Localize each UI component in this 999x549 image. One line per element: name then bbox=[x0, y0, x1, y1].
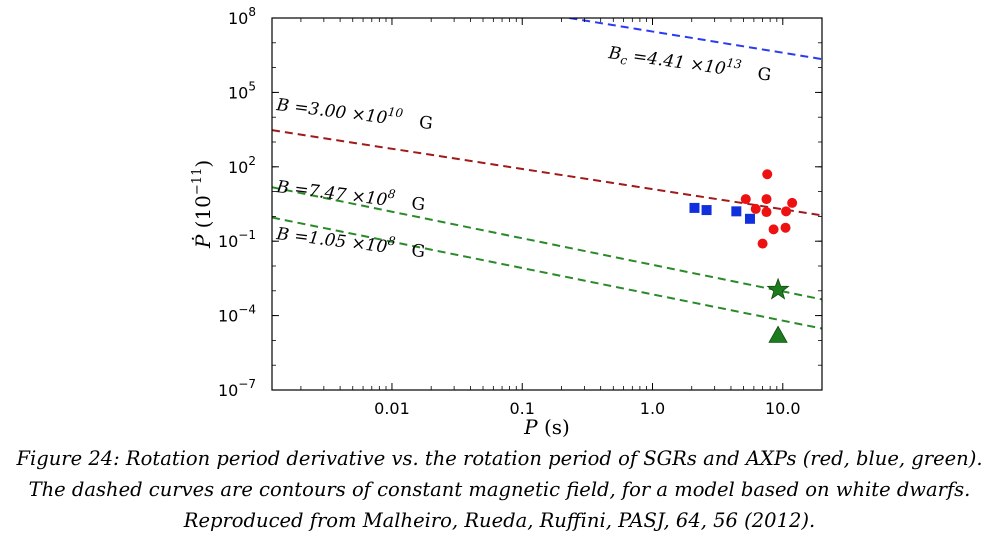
axp-point bbox=[744, 213, 755, 224]
axp-point bbox=[731, 206, 742, 217]
axp-point bbox=[701, 205, 712, 216]
y-tick-label: 105 bbox=[228, 79, 256, 102]
chart: 0.01 0.1 1.0 10.0 10−7 10−4 10−1 102 105 108 Bc =… bbox=[190, 5, 823, 439]
y-tick-label: 10−7 bbox=[218, 377, 256, 400]
contour-line bbox=[272, 129, 822, 217]
x-tick-label: 0.01 bbox=[374, 399, 410, 418]
caption-line-1: Figure 24: Rotation period derivative vs… bbox=[16, 447, 983, 470]
figure-caption: Figure 24: Rotation period derivative vs… bbox=[0, 443, 999, 536]
x-tick-label: 0.1 bbox=[510, 399, 535, 418]
contour-line bbox=[272, 186, 822, 301]
sgr-point bbox=[780, 222, 791, 233]
x-axis-label: P (s) bbox=[523, 415, 570, 439]
contour-lines bbox=[272, 18, 822, 330]
sgr-point bbox=[740, 194, 751, 205]
sgr-point bbox=[750, 203, 761, 214]
caption-line-2: The dashed curves are contours of consta… bbox=[28, 478, 971, 501]
data-points bbox=[689, 169, 798, 343]
sgr-point bbox=[757, 238, 768, 249]
axp-point bbox=[689, 202, 700, 213]
y-tick-label: 10−4 bbox=[218, 303, 256, 326]
contour-line-label: Bc =4.41 ×1013 G bbox=[606, 39, 773, 88]
sgr-point bbox=[768, 224, 779, 235]
sgr-point bbox=[761, 207, 772, 218]
contour-line-label: B =3.00 ×1010 G bbox=[274, 91, 434, 134]
triangle-point bbox=[768, 325, 788, 343]
sgr-point bbox=[762, 169, 773, 180]
caption-line-3: Reproduced from Malheiro, Rueda, Ruffini… bbox=[183, 509, 816, 532]
y-tick-label: 108 bbox=[228, 5, 256, 28]
contour-labels: Bc =4.41 ×1013 G B =3.00 ×1010 G B =7.47 ×… bbox=[274, 39, 773, 262]
star-point bbox=[766, 277, 790, 300]
contour-line bbox=[569, 18, 822, 61]
y-tick-label: 102 bbox=[228, 154, 256, 177]
sgr-point bbox=[787, 197, 798, 208]
sgr-point bbox=[781, 206, 792, 217]
x-tick-label: 1.0 bbox=[640, 399, 665, 418]
sgr-point bbox=[761, 194, 772, 205]
contour-line bbox=[272, 216, 822, 330]
x-tick-label: 10.0 bbox=[765, 399, 801, 418]
contour-line-label: B =7.47 ×108 G bbox=[274, 173, 426, 215]
y-tick-label: 10−1 bbox=[218, 228, 256, 251]
axis-ticks: 0.01 0.1 1.0 10.0 10−7 10−4 10−1 102 105 108 bbox=[218, 5, 823, 418]
plot-frame bbox=[271, 17, 823, 391]
y-axis-label: Ṗ (10−11) bbox=[190, 160, 215, 249]
contour-line-label: B =1.05 ×108 G bbox=[274, 220, 426, 262]
